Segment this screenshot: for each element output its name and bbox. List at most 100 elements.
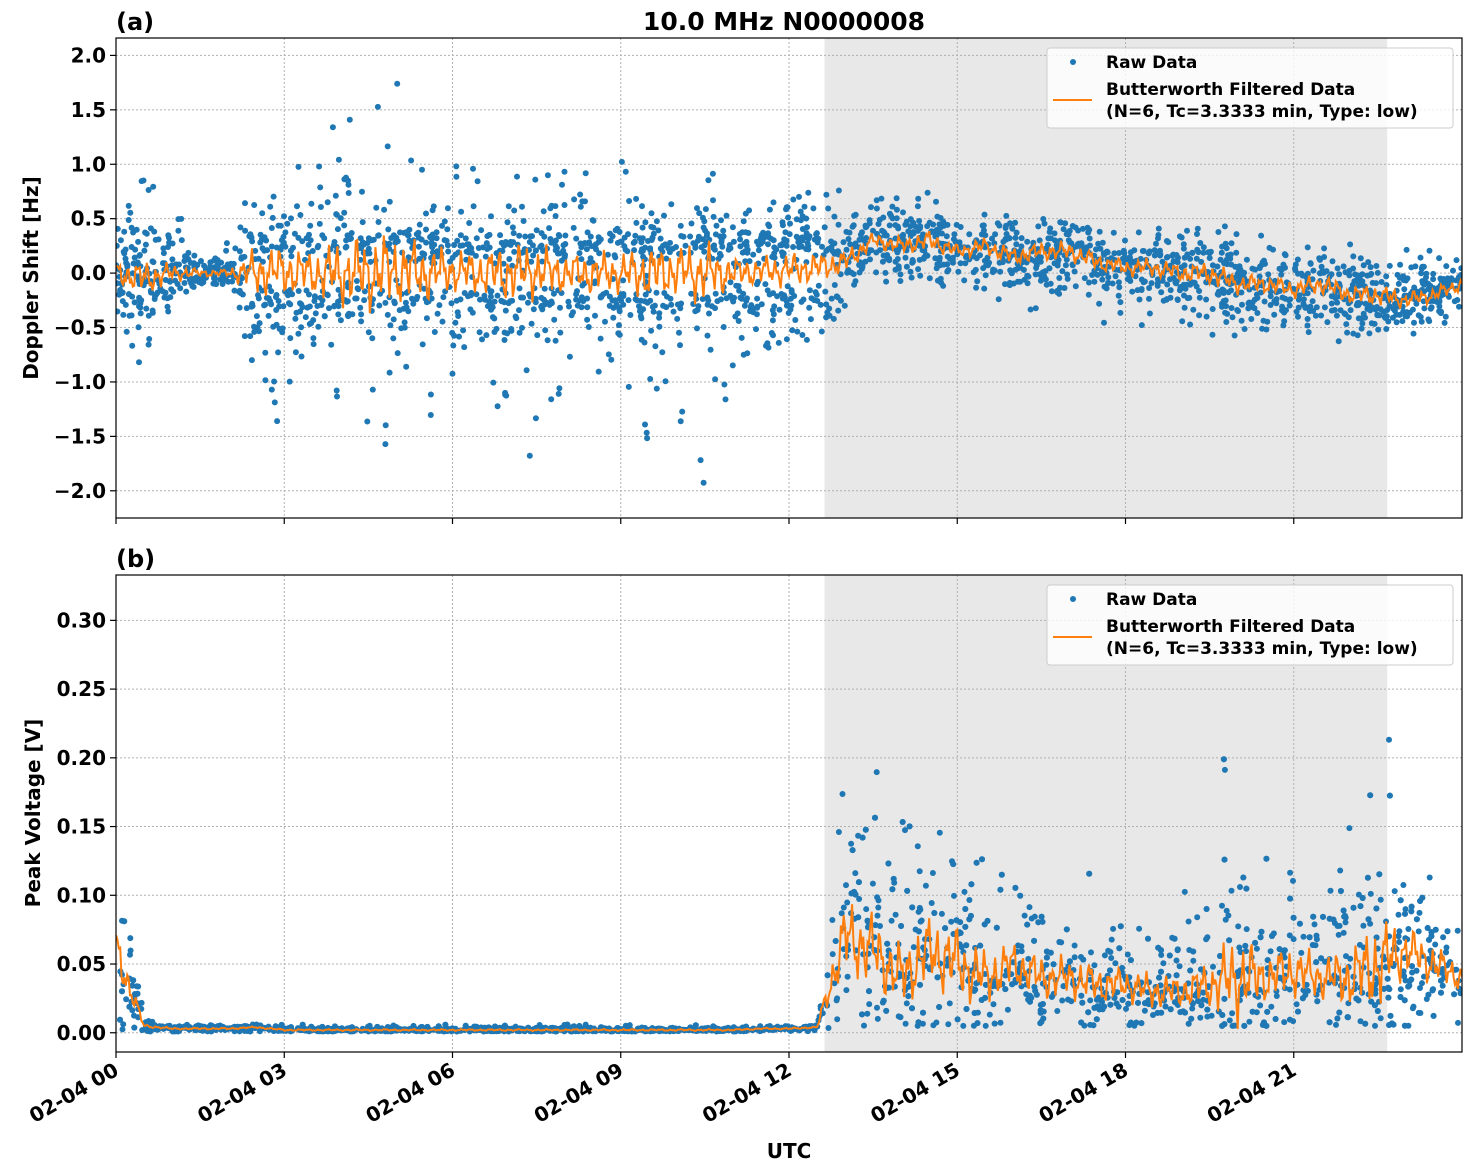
raw-point	[1096, 301, 1102, 307]
raw-point	[606, 351, 612, 357]
raw-point	[1175, 296, 1181, 302]
raw-point	[256, 295, 262, 301]
raw-point	[741, 218, 747, 224]
raw-point	[1131, 247, 1137, 253]
raw-point	[712, 305, 718, 311]
raw-point	[1226, 937, 1232, 943]
raw-point	[1129, 289, 1135, 295]
raw-point	[654, 386, 660, 392]
raw-point	[788, 303, 794, 309]
raw-point	[911, 944, 917, 950]
raw-point	[823, 301, 829, 307]
raw-point	[1436, 299, 1442, 305]
raw-point	[741, 352, 747, 358]
raw-point	[1443, 263, 1449, 269]
raw-point	[977, 252, 983, 258]
raw-point	[877, 247, 883, 253]
raw-point	[223, 277, 229, 283]
raw-point	[556, 391, 562, 397]
raw-point	[1117, 310, 1123, 316]
raw-point	[602, 319, 608, 325]
raw-point	[1194, 231, 1200, 237]
raw-point	[1057, 285, 1063, 291]
raw-point	[765, 241, 771, 247]
raw-point	[311, 341, 317, 347]
raw-point	[1280, 262, 1286, 268]
raw-point	[453, 163, 459, 169]
raw-point	[428, 392, 434, 398]
raw-point	[1219, 250, 1225, 256]
raw-point	[885, 861, 891, 867]
raw-point	[710, 197, 716, 203]
raw-point	[966, 897, 972, 903]
raw-point	[136, 359, 142, 365]
raw-point	[584, 317, 590, 323]
raw-point	[1310, 268, 1316, 274]
raw-point	[1386, 1022, 1392, 1028]
raw-point	[307, 223, 313, 229]
raw-point	[287, 335, 293, 341]
raw-point	[1031, 938, 1037, 944]
raw-point	[1260, 259, 1266, 265]
raw-point	[297, 212, 303, 218]
raw-point	[866, 1001, 872, 1007]
raw-point	[875, 905, 881, 911]
panel-b-ylabel: Peak Voltage [V]	[21, 719, 45, 908]
raw-point	[1455, 928, 1461, 934]
raw-point	[279, 237, 285, 243]
raw-point	[1032, 914, 1038, 920]
raw-point	[903, 1021, 909, 1027]
raw-point	[146, 342, 152, 348]
raw-point	[977, 943, 983, 949]
raw-point	[968, 913, 974, 919]
raw-point	[423, 211, 429, 217]
raw-point	[1452, 298, 1458, 304]
raw-point	[1267, 245, 1273, 251]
raw-point	[1336, 338, 1342, 344]
x-axis-label: UTC	[767, 1139, 812, 1163]
raw-point	[1263, 1023, 1269, 1029]
raw-point	[1341, 930, 1347, 936]
raw-point	[1056, 275, 1062, 281]
raw-point	[1382, 314, 1388, 320]
raw-point	[1135, 287, 1141, 293]
raw-point	[1072, 269, 1078, 275]
raw-point	[1450, 268, 1456, 274]
raw-point	[366, 329, 372, 335]
raw-point	[1458, 265, 1464, 271]
raw-point	[405, 232, 411, 238]
raw-point	[1219, 903, 1225, 909]
raw-point	[1250, 304, 1256, 310]
raw-point	[974, 278, 980, 284]
raw-point	[318, 204, 324, 210]
raw-point	[254, 313, 260, 319]
raw-point	[596, 234, 602, 240]
raw-point	[798, 217, 804, 223]
raw-point	[1105, 274, 1111, 280]
raw-point	[1116, 945, 1122, 951]
raw-point	[1021, 267, 1027, 273]
raw-point	[876, 221, 882, 227]
raw-point	[1111, 230, 1117, 236]
raw-point	[814, 292, 820, 298]
raw-point	[404, 304, 410, 310]
raw-point	[1317, 270, 1323, 276]
raw-point	[506, 300, 512, 306]
raw-point	[903, 255, 909, 261]
raw-point	[687, 234, 693, 240]
raw-point	[1321, 254, 1327, 260]
raw-point	[143, 306, 149, 312]
raw-point	[539, 243, 545, 249]
raw-point	[617, 308, 623, 314]
raw-point	[945, 1021, 951, 1027]
raw-point	[706, 311, 712, 317]
raw-point	[616, 322, 622, 328]
raw-point	[1111, 250, 1117, 256]
raw-point	[358, 311, 364, 317]
raw-point	[1125, 952, 1131, 958]
raw-point	[987, 1012, 993, 1018]
raw-point	[983, 262, 989, 268]
raw-point	[955, 1016, 961, 1022]
raw-point	[1456, 304, 1462, 310]
raw-point	[710, 171, 716, 177]
